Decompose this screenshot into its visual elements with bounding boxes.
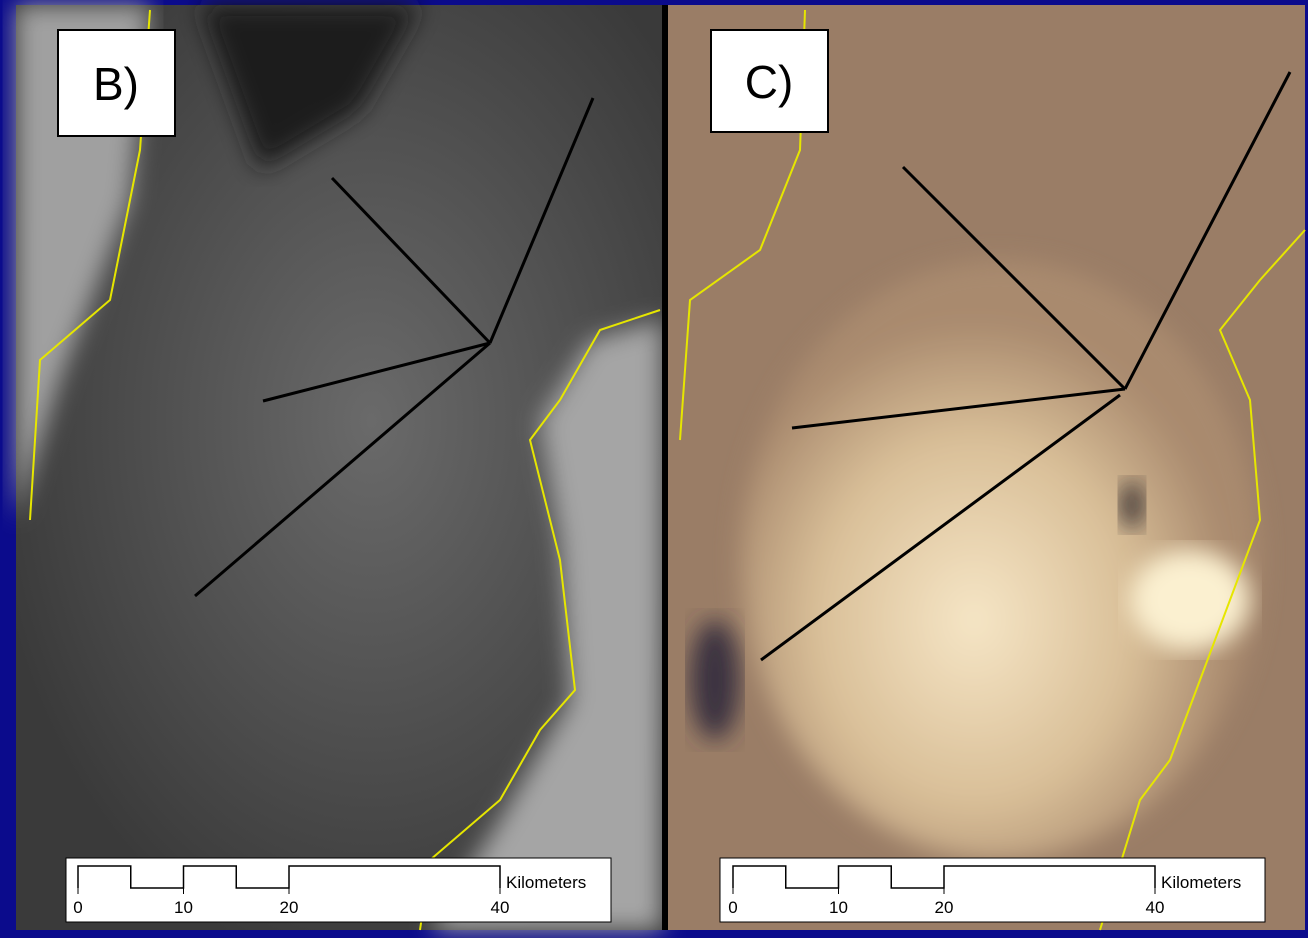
dark-area [690, 620, 740, 740]
scale-tick-label: 40 [491, 898, 510, 917]
panel-label: B) [93, 58, 139, 110]
divider [662, 5, 668, 930]
panel-label: C) [745, 56, 794, 108]
scale-tick-label: 0 [728, 898, 737, 917]
scale-tick-label: 20 [280, 898, 299, 917]
scale-unit: Kilometers [506, 873, 586, 892]
figure: B) C) 0 10 20 40 Kilometers 0 10 20 40 Kilometers [0, 0, 1308, 938]
scale-tick-label: 20 [935, 898, 954, 917]
scale-tick-label: 40 [1146, 898, 1165, 917]
dark-area [1120, 480, 1144, 530]
panel-c: C) [668, 5, 1305, 930]
panel-b: B) [16, 5, 662, 930]
scale-tick-label: 10 [829, 898, 848, 917]
scale-unit: Kilometers [1161, 873, 1241, 892]
scale-tick-label: 10 [174, 898, 193, 917]
scale-tick-label: 0 [73, 898, 82, 917]
sediment-plume [1130, 550, 1250, 650]
